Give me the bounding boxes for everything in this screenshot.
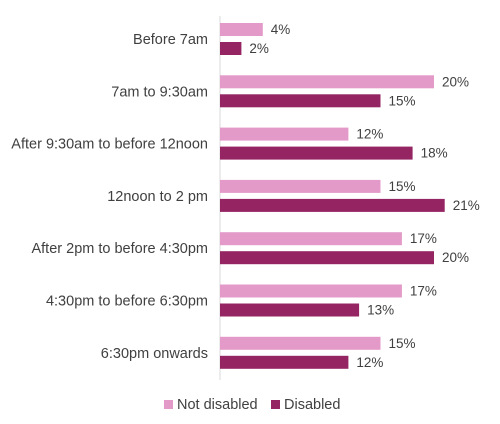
value-label: 20%	[442, 74, 469, 89]
value-label: 15%	[389, 336, 416, 351]
value-label: 17%	[410, 231, 437, 246]
value-label: 17%	[410, 284, 437, 299]
bar-not-disabled	[220, 127, 349, 141]
category-label: 6:30pm onwards	[101, 346, 208, 362]
bar-disabled	[220, 42, 242, 55]
bar-not-disabled	[220, 179, 381, 193]
value-label: 2%	[249, 41, 269, 56]
bar-not-disabled	[220, 23, 263, 36]
category-label: After 2pm to before 4:30pm	[31, 241, 208, 257]
value-label: 12%	[356, 355, 383, 370]
legend-label: Disabled	[284, 397, 340, 413]
category-labels: Before 7am 7am to 9:30am After 9:30am to b…	[11, 32, 208, 362]
bar-disabled	[220, 251, 434, 265]
value-label: 21%	[453, 198, 480, 213]
category-label: 4:30pm to before 6:30pm	[46, 294, 208, 310]
value-labels: 4%2% 20% 15% 12% 18% 15% 21% 17% 20% 17% 13% 15% 12%	[249, 22, 479, 370]
legend-swatch	[271, 400, 280, 409]
legend-swatch	[164, 400, 173, 409]
value-label: 15%	[389, 93, 416, 108]
value-label: 4%	[271, 22, 291, 37]
bar-not-disabled	[220, 75, 434, 89]
value-label: 18%	[421, 146, 448, 161]
bar-disabled	[220, 146, 413, 160]
bar-disabled	[220, 94, 381, 108]
category-label: Before 7am	[133, 32, 208, 48]
legend: Not disabled Disabled	[164, 397, 340, 413]
category-label: After 9:30am to before 12noon	[11, 137, 208, 153]
bar-disabled	[220, 355, 349, 369]
value-label: 12%	[356, 127, 383, 142]
value-label: 15%	[389, 179, 416, 194]
value-label: 13%	[367, 303, 394, 318]
bar-not-disabled	[220, 232, 402, 246]
bar-disabled	[220, 303, 360, 317]
bar-not-disabled	[220, 284, 402, 298]
legend-label: Not disabled	[177, 397, 258, 413]
bar-not-disabled	[220, 336, 381, 350]
bars	[220, 23, 445, 369]
value-label: 20%	[442, 250, 469, 265]
bar-disabled	[220, 198, 445, 212]
category-label: 12noon to 2 pm	[107, 189, 208, 205]
category-label: 7am to 9:30am	[111, 84, 208, 100]
